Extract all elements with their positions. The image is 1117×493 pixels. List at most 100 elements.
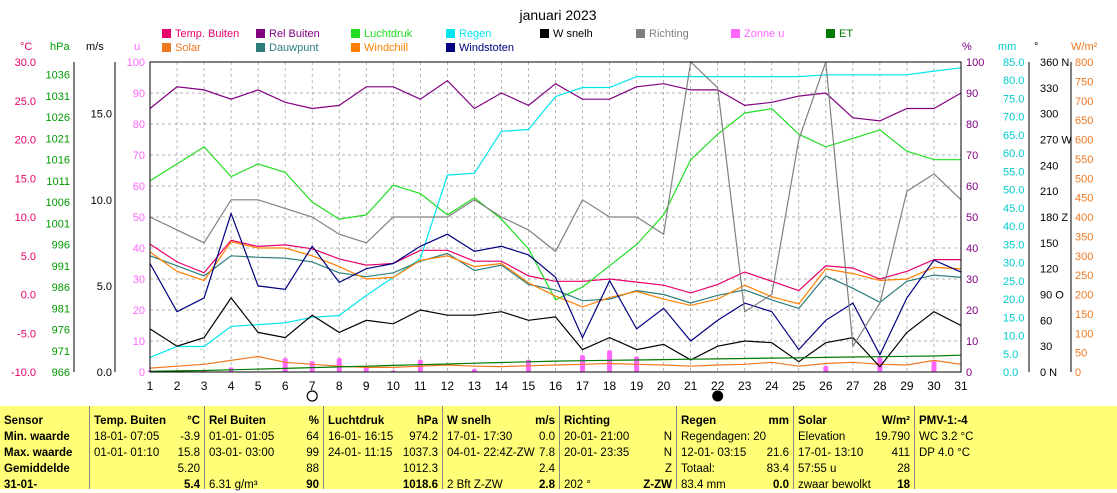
axis-tick-label: 90 — [133, 88, 145, 100]
legend-swatch — [256, 29, 265, 38]
axis-tick-label: 25.0 — [1003, 276, 1024, 288]
axis-tick-label: 300 — [1075, 251, 1093, 263]
axis-tick-label: 30.0 — [15, 57, 36, 69]
axis-tick-label: 1026 — [46, 112, 70, 124]
legend: Temp. Buiten Solar Rel Buiten Dauwpunt Lucht… — [162, 28, 853, 54]
x-tick-label: 5 — [255, 379, 262, 393]
stats-table: Sensor Min. waarde Max. waarde Gemiddeld… — [0, 406, 1117, 491]
legend-label: Solar — [175, 42, 201, 54]
axis-tick-label: 1011 — [46, 176, 70, 188]
axis-tick-label: 10.0 — [1003, 331, 1024, 343]
axis-tick-label: 55.0 — [1003, 166, 1024, 178]
axis-tick-label: 360 N — [1040, 57, 1069, 69]
legend-label: Windchill — [364, 42, 408, 54]
axis-tick-label: 90 — [966, 88, 978, 100]
x-tick-label: 4 — [228, 379, 235, 393]
legend-swatch — [446, 43, 455, 52]
axis-tick-label: 120 — [1040, 264, 1058, 276]
axis-tick-label: 15.0 — [1003, 312, 1024, 324]
plot-frame — [149, 61, 962, 373]
legend-swatch — [256, 43, 265, 52]
legend-label: Dauwpunt — [269, 42, 319, 54]
axis-tick-label: 300 — [1040, 109, 1058, 121]
x-tick-label: 13 — [468, 379, 482, 393]
axis-tick-label: 10 — [966, 336, 978, 348]
x-tick-label: 19 — [630, 379, 644, 393]
x-tick-label: 30 — [927, 379, 941, 393]
axis-tick-label: 65.0 — [1003, 130, 1024, 142]
axis-unit-label: W/m² — [1071, 41, 1098, 53]
axis-tick-label: 85.0 — [1003, 57, 1024, 69]
x-tick-label: 15 — [522, 379, 536, 393]
legend-swatch — [540, 29, 549, 38]
axis-unit-label: °C — [20, 41, 32, 53]
axis-tick-label: 70 — [133, 150, 145, 162]
sun-hours-bar — [931, 361, 937, 372]
axis-tick-label: 500 — [1075, 173, 1093, 185]
axis-tick-label: 70 — [966, 150, 978, 162]
axis-tick-label: 650 — [1075, 115, 1093, 127]
axis-tick-label: 550 — [1075, 154, 1093, 166]
axis-tick-label: 250 — [1075, 270, 1093, 282]
axis-tick-label: 0 — [966, 367, 972, 379]
axis-tick-label: 991 — [52, 261, 70, 273]
series-line-dauwpunt — [149, 252, 962, 310]
col-temp: Temp. Buiten °C 18-01- 07:05 -3.9 01-01- 0… — [89, 406, 204, 491]
legend-label: Rel Buiten — [269, 28, 320, 40]
legend-label: Regen — [459, 28, 491, 40]
axis-tick-label: 100 — [1075, 328, 1093, 340]
x-tick-label: 22 — [711, 379, 725, 393]
axis-tick-label: 200 — [1075, 290, 1093, 302]
x-tick-label: 10 — [387, 379, 401, 393]
axis-tick-label: 25.0 — [15, 96, 36, 108]
col-sensor: Sensor Min. waarde Max. waarde Gemiddeld… — [4, 415, 73, 491]
axis-tick-label: 90 O — [1040, 290, 1064, 302]
axis-tick-label: 700 — [1075, 96, 1093, 108]
col-pmv: PMV-1:-4 WC 3.2 °C DP 4.0 °C — [914, 406, 1117, 489]
axis-unit-label: m/s — [86, 41, 104, 53]
x-tick-label: 31 — [954, 379, 968, 393]
axis-tick-label: 20.0 — [15, 135, 36, 147]
axis-tick-label: 240 — [1040, 160, 1058, 172]
axis-tick-label: 45.0 — [1003, 203, 1024, 215]
axis-tick-label: 60 — [1040, 315, 1052, 327]
axis-tick-label: -5.0 — [17, 328, 36, 340]
legend-swatch — [351, 29, 360, 38]
axis-tick-label: 210 — [1040, 186, 1058, 198]
axis-tick-label: 0 N — [1040, 367, 1057, 379]
axis-tick-label: 270 W — [1040, 135, 1072, 147]
series-line-w-snelh — [149, 296, 962, 368]
axis-tick-label: 50 — [1075, 348, 1087, 360]
axis-unit-label: ° — [1034, 41, 1038, 53]
x-tick-label: 1 — [147, 379, 154, 393]
axis-tick-label: 996 — [52, 240, 70, 252]
axis-tick-label: 20 — [966, 305, 978, 317]
axis-tick-label: 1036 — [46, 70, 70, 82]
legend-label: W snelh — [553, 28, 593, 40]
axis-tick-label: 5.0 — [1003, 349, 1018, 361]
axis-tick-label: 5.0 — [21, 251, 36, 263]
x-tick-label: 23 — [738, 379, 752, 393]
axis-unit-label: % — [962, 41, 972, 53]
axis-tick-label: 15.0 — [91, 109, 112, 121]
axis-tick-label: 35.0 — [1003, 239, 1024, 251]
sun-hours-bar — [471, 368, 477, 372]
col-wind: W snelh m/s 17-01- 17:30 0.0 04-01- 22:4Z-… — [442, 406, 559, 491]
axis-tick-label: 0 — [139, 367, 145, 379]
series-line-luchtdruk — [149, 108, 961, 301]
weather-chart: 30.025.020.015.010.05.00.0-5.0-10.0°C103… — [11, 7, 1098, 402]
axis-tick-label: 180 Z — [1040, 212, 1068, 224]
series-line-solar — [149, 355, 962, 369]
axis-tick-label: 100 — [127, 57, 145, 69]
chart-title: januari 2023 — [518, 7, 596, 23]
x-tick-label: 28 — [873, 379, 887, 393]
axis-tick-label: 30.0 — [1003, 258, 1024, 270]
sun-hours-bar — [309, 361, 315, 372]
x-tick-label: 9 — [363, 379, 370, 393]
axis-tick-label: 1021 — [46, 133, 70, 145]
col-druk: Luchtdruk hPa 16-01- 16:15 974.2 24-01- 11… — [323, 406, 442, 491]
axis-tick-label: 1001 — [46, 218, 70, 230]
axis-tick-label: 976 — [52, 325, 70, 337]
axis-tick-label: 20 — [133, 305, 145, 317]
axis-tick-label: 150 — [1040, 238, 1058, 250]
